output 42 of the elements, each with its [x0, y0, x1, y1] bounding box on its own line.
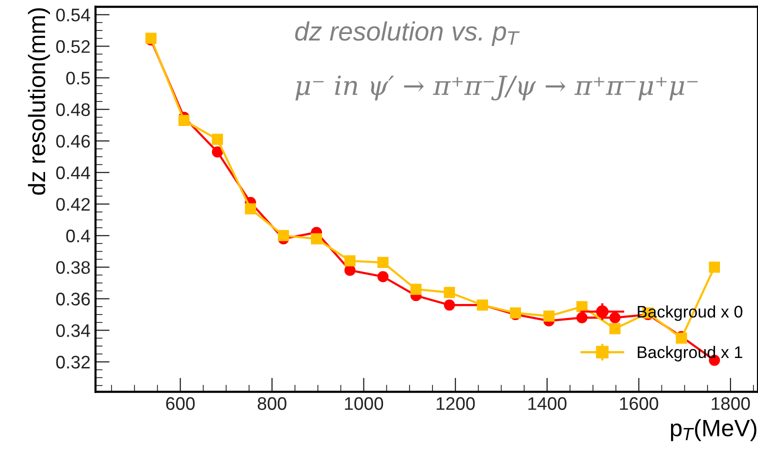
y-tick-label: 0.32: [56, 356, 90, 369]
x-axis-title: p$_{T}$(MeV): [670, 419, 756, 442]
point: [212, 134, 224, 145]
point: [377, 271, 389, 282]
x-tick-label: 1200: [436, 397, 475, 410]
point: [310, 233, 322, 244]
point: [178, 114, 190, 126]
point: [444, 299, 456, 311]
point: [543, 310, 554, 322]
x-tick-label: 1000: [345, 397, 384, 410]
x-tick-label: 1400: [528, 397, 566, 410]
x-tick-label: 800: [258, 397, 286, 410]
y-tick-label: 0.34: [56, 324, 90, 338]
text: dz resolution vs. p$_{T}$: [295, 21, 520, 46]
y-tick-label: 0.38: [56, 261, 90, 274]
point: [377, 256, 389, 268]
point: [410, 284, 422, 295]
x-tick-label: 1600: [620, 397, 658, 410]
x-tick-label: 1800: [712, 397, 750, 410]
y-tick-label: 0.42: [56, 198, 90, 211]
y-tick-label: 0.46: [56, 134, 90, 148]
point: [278, 230, 290, 242]
y-tick-label: 0.5: [66, 72, 90, 85]
point: [244, 203, 256, 214]
text: μ⁻ in ψ′ → π⁺π⁻J/ψ → π⁺π⁻μ⁺μ⁻: [295, 76, 698, 100]
y-tick-label: 0.44: [56, 166, 90, 180]
point: [212, 146, 224, 158]
y-tick-label: 0.36: [56, 292, 90, 306]
point: [344, 255, 356, 266]
point: [609, 323, 621, 334]
point: [576, 301, 588, 312]
point: [708, 262, 720, 273]
y-axis-title: dz resolution(mm): [28, 8, 50, 195]
point: [609, 312, 621, 324]
point: [344, 264, 356, 276]
y-tick-label: 0.4: [66, 230, 90, 242]
y-tick-label: 0.48: [56, 103, 90, 116]
point: [444, 286, 456, 298]
y-tick-label: 0.54: [56, 8, 90, 22]
y-tick-label: 0.52: [56, 40, 90, 53]
point: [576, 312, 588, 324]
x-tick-label: 600: [166, 397, 195, 410]
